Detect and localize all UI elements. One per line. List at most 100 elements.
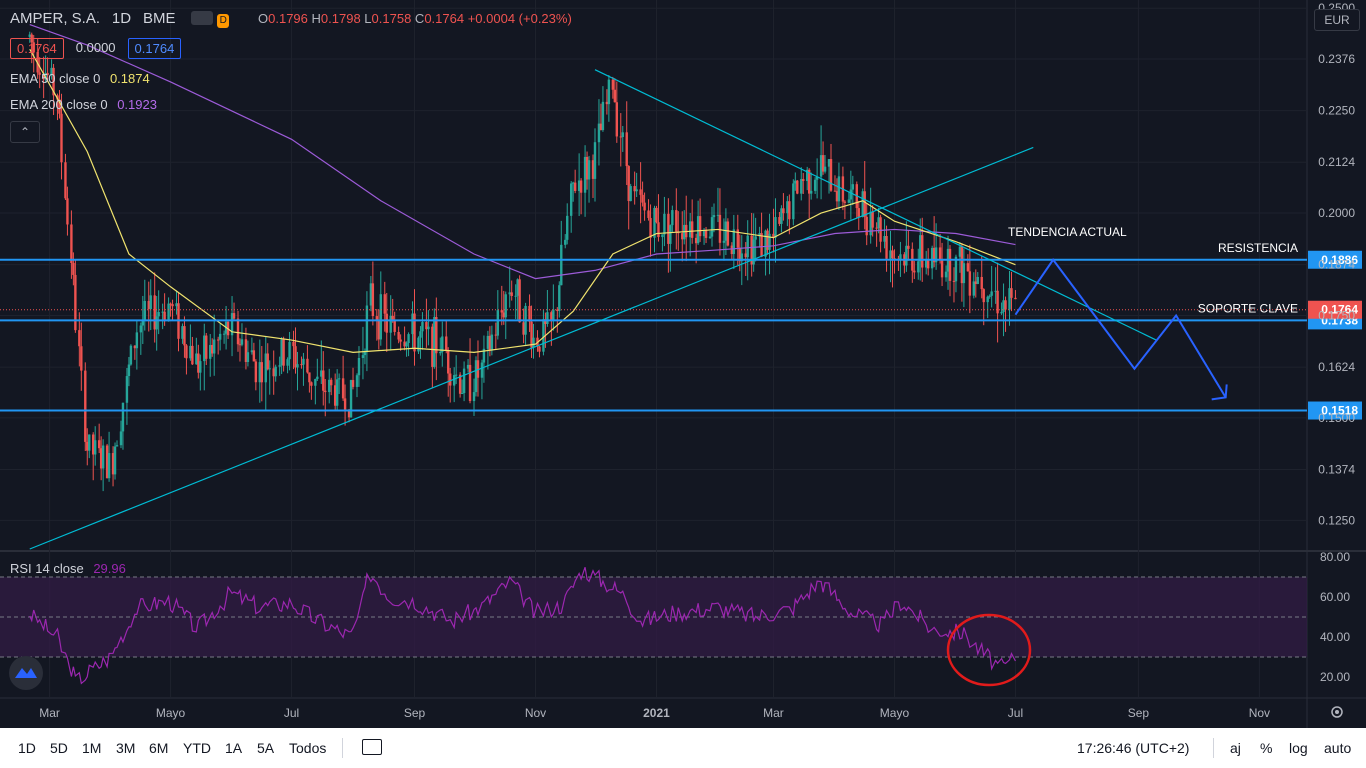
price-tick-label: 0.1374 — [1318, 463, 1355, 477]
candle-body — [730, 245, 734, 255]
candle-body — [476, 360, 480, 378]
candle-body — [926, 260, 930, 269]
candle-body — [282, 339, 285, 366]
gear-icon[interactable] — [1331, 706, 1343, 718]
time-axis[interactable]: Mar Mayo Jul Sep Nov 2021 Mar Mayo Jul Sep Nov — [39, 706, 1270, 720]
candle-body — [250, 350, 254, 353]
rsi-tick-label: 60.00 — [1320, 590, 1350, 604]
candle-body — [968, 271, 972, 296]
time-tick-label: 2021 — [643, 706, 670, 720]
rsi-pane[interactable]: 80.00 60.00 40.00 20.00 — [0, 550, 1350, 687]
adjust-toggle[interactable]: aj — [1230, 740, 1241, 756]
tf-6m[interactable]: 6M — [149, 740, 169, 756]
percent-toggle[interactable]: % — [1260, 740, 1273, 756]
candle-body — [962, 263, 966, 284]
candle-body — [143, 300, 146, 321]
candle-body — [246, 352, 250, 363]
tf-1d[interactable]: 1D — [18, 740, 36, 756]
candle-body — [1008, 288, 1011, 310]
candle-body — [625, 132, 628, 167]
ema50-legend[interactable]: EMA 50 close 0 0.1874 — [10, 71, 150, 86]
price-tick-label: 0.1500 — [1318, 411, 1355, 425]
ema50-line — [29, 48, 1016, 353]
tradingview-logo[interactable] — [9, 656, 43, 690]
candle-body — [314, 379, 317, 386]
time-tick-label: Sep — [1128, 706, 1150, 720]
mini-chart-icon[interactable] — [191, 11, 214, 25]
time-tick-label: Jul — [284, 706, 299, 720]
candle-body — [813, 179, 817, 191]
candles — [28, 31, 1017, 492]
candle-body — [746, 235, 749, 258]
candle-body — [482, 348, 486, 363]
candle-body — [516, 279, 519, 296]
tf-5a[interactable]: 5A — [257, 740, 275, 756]
divider — [1213, 738, 1214, 758]
projection-arrowhead — [1211, 384, 1228, 401]
candle-body — [891, 250, 894, 259]
candle-body — [750, 235, 753, 265]
price-tick-label: 0.2000 — [1318, 206, 1355, 220]
candle-body — [411, 313, 414, 335]
candle-body — [260, 362, 263, 383]
auto-toggle[interactable]: auto — [1324, 740, 1352, 756]
candle-body — [760, 233, 763, 257]
candle-body — [930, 247, 934, 269]
divider — [342, 738, 343, 758]
candle-body — [379, 294, 382, 340]
candle-body — [264, 353, 267, 383]
time-tick-label: Nov — [525, 706, 546, 720]
candle-body — [807, 169, 811, 194]
candle-body — [944, 271, 948, 278]
candle-body — [454, 374, 458, 376]
level-label: SOPORTE CLAVE — [1198, 301, 1298, 315]
change-value: +0.0004 (+0.23%) — [467, 11, 572, 26]
currency-label[interactable]: EUR — [1314, 9, 1360, 31]
candle-body — [296, 364, 299, 368]
candle-body — [932, 247, 936, 263]
trendline-1 — [29, 146, 1034, 550]
candle-body — [821, 155, 825, 172]
candle-body — [357, 357, 361, 376]
price-axis[interactable]: 0.25000.23760.22500.21240.20000.18740.17… — [1318, 1, 1355, 527]
annotations[interactable]: TENDENCIA ACTUAL — [29, 69, 1228, 550]
tf-ytd[interactable]: YTD — [183, 740, 211, 756]
chevron-up-icon[interactable]: ⌃ — [10, 121, 40, 143]
candle-body — [948, 248, 952, 281]
candle-body — [607, 79, 611, 105]
tf-5d[interactable]: 5D — [50, 740, 68, 756]
candle-body — [153, 295, 156, 330]
candle-body — [80, 346, 83, 371]
candle-body — [274, 366, 277, 377]
candle-body — [980, 276, 983, 290]
candle-body — [389, 315, 392, 333]
candle-body — [990, 291, 993, 296]
date-range-icon[interactable] — [362, 739, 382, 755]
level-label: RESISTENCIA — [1218, 241, 1298, 255]
tf-1a[interactable]: 1A — [225, 740, 243, 756]
rsi-legend[interactable]: RSI 14 close 29.96 — [10, 561, 126, 576]
candle-body — [639, 189, 642, 195]
candle-body — [843, 201, 847, 203]
exchange: BME — [143, 10, 176, 27]
candle-body — [222, 333, 226, 335]
symbol-legend[interactable]: AMPER, S.A. 1D BME D — [10, 10, 230, 28]
clock[interactable]: 17:26:46 (UTC+2) — [1077, 740, 1190, 756]
delayed-badge[interactable]: D — [217, 14, 230, 28]
ema200-legend[interactable]: EMA 200 close 0 0.1923 — [10, 97, 157, 112]
candle-body — [407, 334, 410, 343]
tf-3m[interactable]: 3M — [116, 740, 136, 756]
candle-body — [544, 319, 547, 324]
tf-todos[interactable]: Todos — [289, 740, 327, 756]
candle-body — [629, 186, 632, 202]
candle-body — [167, 303, 170, 322]
tf-1m[interactable]: 1M — [82, 740, 102, 756]
candle-body — [99, 448, 103, 469]
candle-body — [84, 370, 87, 442]
candle-body — [121, 402, 125, 432]
candle-body — [958, 246, 962, 257]
price-tick-label: 0.2124 — [1318, 155, 1355, 169]
log-toggle[interactable]: log — [1289, 740, 1308, 756]
